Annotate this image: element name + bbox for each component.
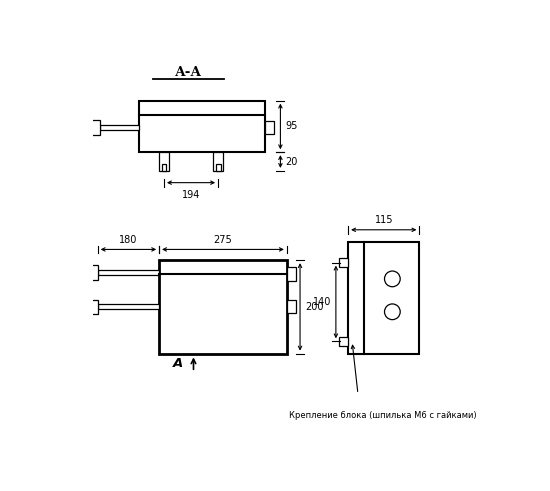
Bar (100, 125, 140, 130)
Bar (98, 270, 159, 275)
Text: 140: 140 (312, 297, 331, 307)
Bar (213, 152, 223, 171)
Bar (162, 164, 167, 171)
Bar (287, 300, 295, 313)
Text: 275: 275 (213, 235, 232, 245)
Bar (287, 267, 295, 281)
Bar (98, 304, 159, 309)
Text: 20: 20 (285, 157, 298, 166)
Text: А: А (173, 357, 183, 370)
Bar (89, 300, 98, 314)
Text: 95: 95 (285, 121, 298, 132)
Bar (89, 265, 98, 280)
Text: 115: 115 (375, 215, 393, 225)
Bar (265, 121, 273, 134)
Bar (140, 101, 265, 152)
Text: А-А: А-А (175, 66, 202, 79)
Text: 194: 194 (182, 190, 200, 200)
Bar (159, 260, 287, 354)
Text: 200: 200 (305, 302, 323, 312)
Bar (91, 120, 100, 135)
Bar (159, 152, 169, 171)
Text: Крепление блока (шпилька М6 с гайками): Крепление блока (шпилька М6 с гайками) (289, 411, 476, 420)
Bar (339, 258, 348, 267)
Bar (339, 337, 348, 346)
Bar (348, 242, 419, 354)
Bar (216, 164, 221, 171)
Text: 180: 180 (119, 235, 138, 245)
